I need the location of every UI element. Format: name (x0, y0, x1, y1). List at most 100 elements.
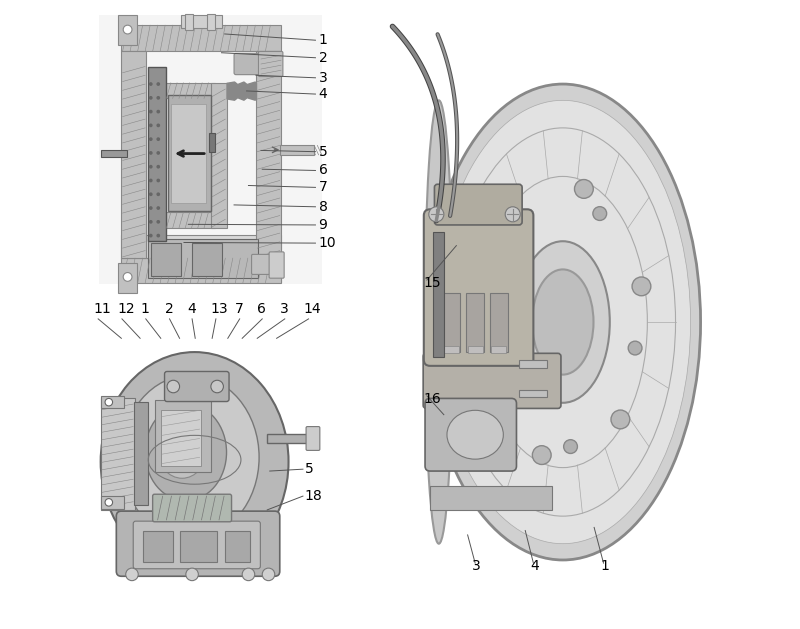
Ellipse shape (506, 222, 520, 236)
Text: 8: 8 (318, 200, 327, 214)
Text: 7: 7 (234, 303, 243, 316)
Bar (186, 14, 193, 30)
Text: 6: 6 (258, 303, 266, 316)
Bar (148, 67, 166, 241)
Circle shape (156, 137, 160, 141)
Bar (122, 235, 281, 282)
Bar (168, 96, 211, 211)
Bar (442, 292, 460, 352)
Ellipse shape (101, 352, 289, 571)
Bar (143, 530, 174, 562)
Ellipse shape (532, 446, 551, 464)
Circle shape (149, 165, 153, 169)
Ellipse shape (628, 341, 642, 355)
FancyBboxPatch shape (423, 353, 561, 408)
Text: 1: 1 (600, 559, 610, 573)
Bar (207, 14, 214, 30)
Ellipse shape (447, 410, 503, 459)
Circle shape (156, 96, 160, 100)
Ellipse shape (564, 440, 578, 454)
Circle shape (156, 123, 160, 127)
Circle shape (156, 82, 160, 86)
Bar (211, 83, 226, 228)
Ellipse shape (122, 376, 259, 539)
Bar (519, 360, 547, 368)
Text: 6: 6 (318, 164, 327, 177)
Ellipse shape (496, 215, 514, 234)
Text: 5: 5 (305, 462, 314, 476)
Bar (122, 25, 281, 52)
Circle shape (149, 192, 153, 196)
Bar (491, 346, 506, 353)
Circle shape (242, 568, 254, 581)
Bar (99, 15, 322, 284)
Text: 3: 3 (472, 559, 481, 573)
Text: 2: 2 (165, 303, 174, 316)
Circle shape (149, 234, 153, 238)
Bar (179, 530, 217, 562)
Bar (490, 292, 508, 352)
Bar (181, 15, 222, 28)
Circle shape (156, 220, 160, 224)
Bar (101, 398, 135, 510)
Text: 15: 15 (424, 276, 442, 290)
FancyBboxPatch shape (251, 254, 273, 274)
Text: 7: 7 (318, 181, 327, 194)
Bar (122, 52, 146, 258)
Ellipse shape (516, 242, 610, 403)
Bar (444, 346, 459, 353)
Circle shape (156, 109, 160, 113)
Bar (468, 346, 482, 353)
Circle shape (149, 151, 153, 155)
Text: 10: 10 (318, 236, 336, 250)
FancyBboxPatch shape (153, 494, 231, 522)
Ellipse shape (632, 277, 651, 296)
Circle shape (506, 207, 520, 222)
Bar (433, 232, 444, 357)
Text: 2: 2 (318, 51, 327, 65)
Text: 18: 18 (305, 489, 322, 503)
Ellipse shape (145, 404, 226, 501)
Circle shape (211, 381, 223, 392)
Circle shape (123, 272, 132, 281)
FancyBboxPatch shape (434, 184, 522, 225)
Bar (280, 145, 314, 155)
Circle shape (167, 381, 179, 392)
Text: 11: 11 (93, 303, 111, 316)
FancyBboxPatch shape (134, 521, 260, 569)
FancyBboxPatch shape (425, 398, 517, 471)
Text: 3: 3 (280, 303, 289, 316)
Bar (209, 133, 215, 152)
Bar (122, 258, 281, 283)
Ellipse shape (425, 84, 701, 560)
Circle shape (149, 109, 153, 113)
Text: 12: 12 (117, 303, 134, 316)
Bar (101, 396, 125, 408)
Text: 1: 1 (141, 303, 150, 316)
Bar (101, 150, 127, 157)
Bar (225, 530, 250, 562)
Circle shape (149, 179, 153, 182)
FancyBboxPatch shape (424, 209, 534, 366)
Ellipse shape (425, 101, 453, 543)
Text: 5: 5 (318, 145, 327, 159)
Ellipse shape (489, 366, 502, 380)
Circle shape (156, 206, 160, 210)
FancyBboxPatch shape (269, 252, 284, 278)
Circle shape (156, 179, 160, 182)
Ellipse shape (574, 179, 594, 198)
Bar (171, 104, 206, 203)
Circle shape (156, 165, 160, 169)
Text: 16: 16 (424, 392, 442, 406)
Circle shape (126, 568, 138, 581)
Text: 1: 1 (318, 33, 327, 47)
Bar (519, 389, 547, 397)
Text: 4: 4 (187, 303, 196, 316)
Bar (161, 409, 202, 466)
Text: 3: 3 (318, 71, 327, 85)
Bar (154, 400, 211, 472)
Bar (256, 52, 281, 258)
Bar (148, 240, 258, 278)
Bar (466, 292, 484, 352)
Bar (118, 15, 137, 45)
